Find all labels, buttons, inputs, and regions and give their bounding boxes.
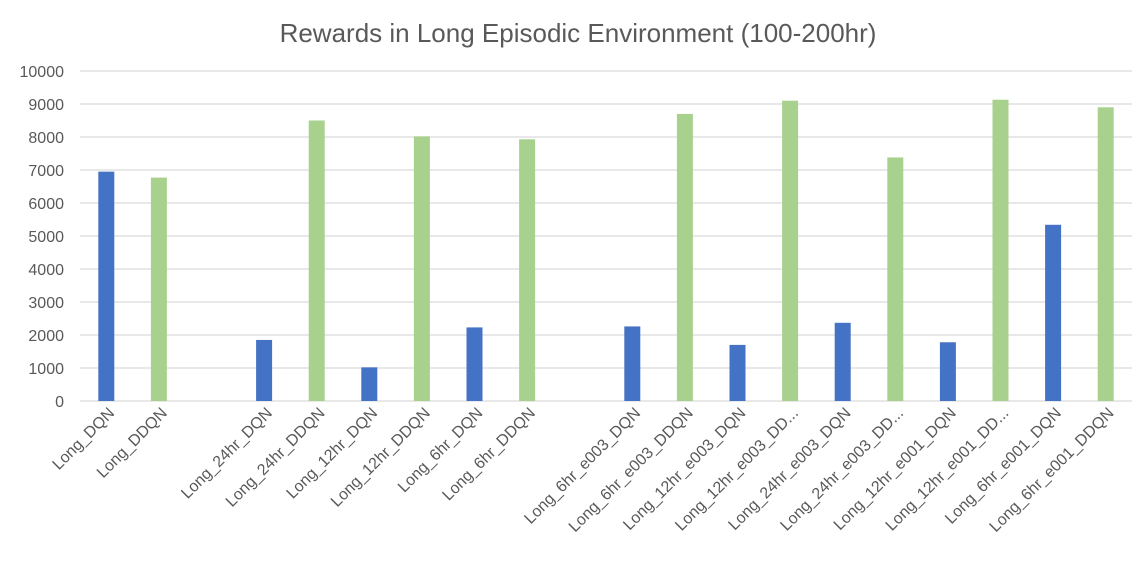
x-tick-label: Long_12hr_DDQN xyxy=(328,405,434,511)
bar-long-6hr-e003-ddqn xyxy=(676,113,693,402)
bar-long-12hr-e003-dqn xyxy=(729,344,746,401)
bar-long-6hr-dqn xyxy=(466,327,483,401)
y-axis-tick-labels: 0 1000 2000 3000 4000 5000 6000 7000 8000 9000 100… xyxy=(20,64,65,411)
bar-long-12hr-ddqn xyxy=(413,136,430,401)
bar-long-24hr-e003-dd- xyxy=(887,157,904,401)
y-tick-label: 4000 xyxy=(28,262,64,279)
bar-long-12hr-e001-dd- xyxy=(992,99,1009,402)
x-tick-label: Long_24hr_DQN xyxy=(178,405,276,503)
y-tick-label: 1000 xyxy=(28,361,64,378)
y-tick-label: 5000 xyxy=(28,229,64,246)
bar-long-12hr-e003-dd- xyxy=(782,100,799,401)
y-tick-label: 3000 xyxy=(28,295,64,312)
chart-title: Rewards in Long Episodic Environment (10… xyxy=(280,18,877,48)
y-tick-label: 10000 xyxy=(20,64,65,81)
bar-long-12hr-dqn xyxy=(361,367,378,401)
x-tick-label: Long_24hr_DDQN xyxy=(223,405,329,511)
x-tick-label: Long_6hr_DDQN xyxy=(439,405,538,504)
x-tick-label: Long_12hr_DQN xyxy=(284,405,382,503)
y-tick-label: 8000 xyxy=(28,130,64,147)
bars xyxy=(98,99,1114,402)
bar-long-24hr-ddqn xyxy=(308,120,325,401)
bar-long-dqn xyxy=(98,171,115,401)
bar-long-6hr-ddqn xyxy=(519,139,536,401)
y-tick-label: 2000 xyxy=(28,328,64,345)
y-tick-label: 6000 xyxy=(28,196,64,213)
y-tick-label: 0 xyxy=(55,394,64,411)
y-tick-label: 9000 xyxy=(28,97,64,114)
bar-long-6hr-e001-dqn xyxy=(1045,224,1062,401)
bar-long-6hr-e001-ddqn xyxy=(1097,107,1114,402)
gridlines xyxy=(80,70,1132,402)
bar-long-24hr-e003-dqn xyxy=(834,322,851,401)
bar-long-ddqn xyxy=(150,177,167,401)
bar-long-12hr-e001-dqn xyxy=(939,342,956,401)
bar-long-24hr-dqn xyxy=(256,339,273,401)
y-tick-label: 7000 xyxy=(28,163,64,180)
bar-long-6hr-e003-dqn xyxy=(624,326,641,401)
